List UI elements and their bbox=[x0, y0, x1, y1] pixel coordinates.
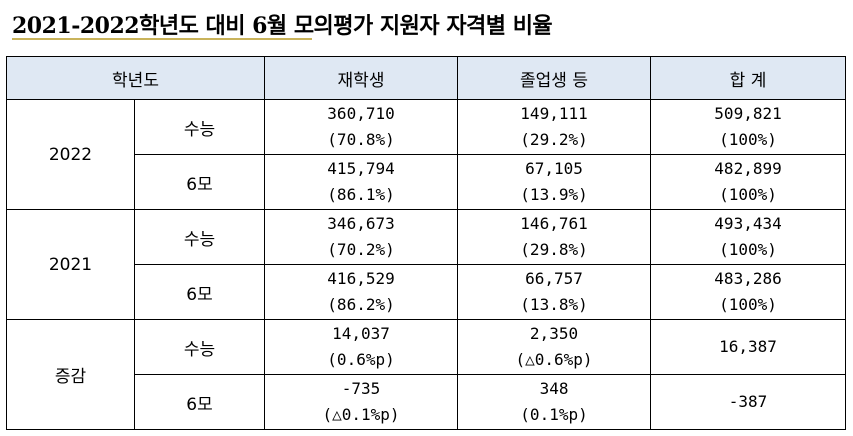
grad-cell: 348 (0.1%p) bbox=[457, 374, 652, 430]
table-row: 2022 수능 360,710 (70.8%) 149,111 (29.2%) 50… bbox=[6, 99, 847, 210]
total-cell: -387 bbox=[650, 374, 847, 430]
header-grad: 졸업생 등 bbox=[457, 56, 652, 100]
current-cell: 346,673 (70.2%) bbox=[264, 209, 459, 265]
grad-cell: 146,761 (29.8%) bbox=[457, 209, 652, 265]
applicant-ratio-table: 학년도 재학생 졸업생 등 합 계 2022 수능 360,710 (70.8%)… bbox=[5, 56, 847, 430]
current-cell: 14,037 (0.6%p) bbox=[264, 319, 459, 375]
total-cell: 493,434 (100%) bbox=[650, 209, 847, 265]
header-current: 재학생 bbox=[264, 56, 459, 100]
exam-type-cell: 수능 bbox=[133, 209, 266, 265]
table-row: 6모 -735 (△0.1%p) 348 (0.1%p) -387 bbox=[7, 374, 847, 430]
header-year: 학년도 bbox=[5, 56, 266, 100]
header-total: 합 계 bbox=[650, 56, 847, 100]
year-cell: 증감 bbox=[6, 319, 135, 430]
table-row: 증감 수능 14,037 (0.6%p) 2,350 (△0.6%p) 16,387 bbox=[6, 319, 847, 430]
table-row: 2021 수능 346,673 (70.2%) 146,761 (29.8%) 49… bbox=[6, 209, 847, 320]
exam-type-cell: 6모 bbox=[133, 374, 266, 430]
year-cell: 2021 bbox=[6, 209, 135, 320]
total-cell: 483,286 (100%) bbox=[650, 264, 847, 320]
current-cell: 360,710 (70.8%) bbox=[264, 99, 459, 155]
total-cell: 509,821 (100%) bbox=[650, 99, 847, 155]
grad-cell: 66,757 (13.8%) bbox=[457, 264, 652, 320]
table-row: 6모 415,794 (86.1%) 67,105 (13.9%) 482,899(… bbox=[7, 154, 847, 210]
current-cell: -735 (△0.1%p) bbox=[264, 374, 459, 430]
exam-type-cell: 수능 bbox=[133, 319, 266, 375]
header-row: 학년도 재학생 졸업생 등 합 계 bbox=[5, 56, 847, 100]
exam-type-cell: 수능 bbox=[133, 99, 266, 155]
current-cell: 415,794 (86.1%) bbox=[264, 154, 459, 210]
grad-cell: 67,105 (13.9%) bbox=[457, 154, 652, 210]
total-cell: 482,899 (100%) bbox=[650, 154, 847, 210]
title-underline bbox=[12, 38, 312, 40]
year-cell: 2022 bbox=[6, 99, 135, 210]
total-cell: 16,387 bbox=[650, 319, 847, 375]
exam-type-cell: 6모 bbox=[133, 154, 266, 210]
table-row: 6모 416,529 (86.2%) 66,757 (13.8%) 483,286(… bbox=[7, 264, 847, 320]
current-cell: 416,529 (86.2%) bbox=[264, 264, 459, 320]
page-title: 2021-2022학년도 대비 6월 모의평가 지원자 자격별 비율 bbox=[12, 13, 553, 39]
grad-cell: 149,111 (29.2%) bbox=[457, 99, 652, 155]
exam-type-cell: 6모 bbox=[133, 264, 266, 320]
grad-cell: 2,350 (△0.6%p) bbox=[457, 319, 652, 375]
